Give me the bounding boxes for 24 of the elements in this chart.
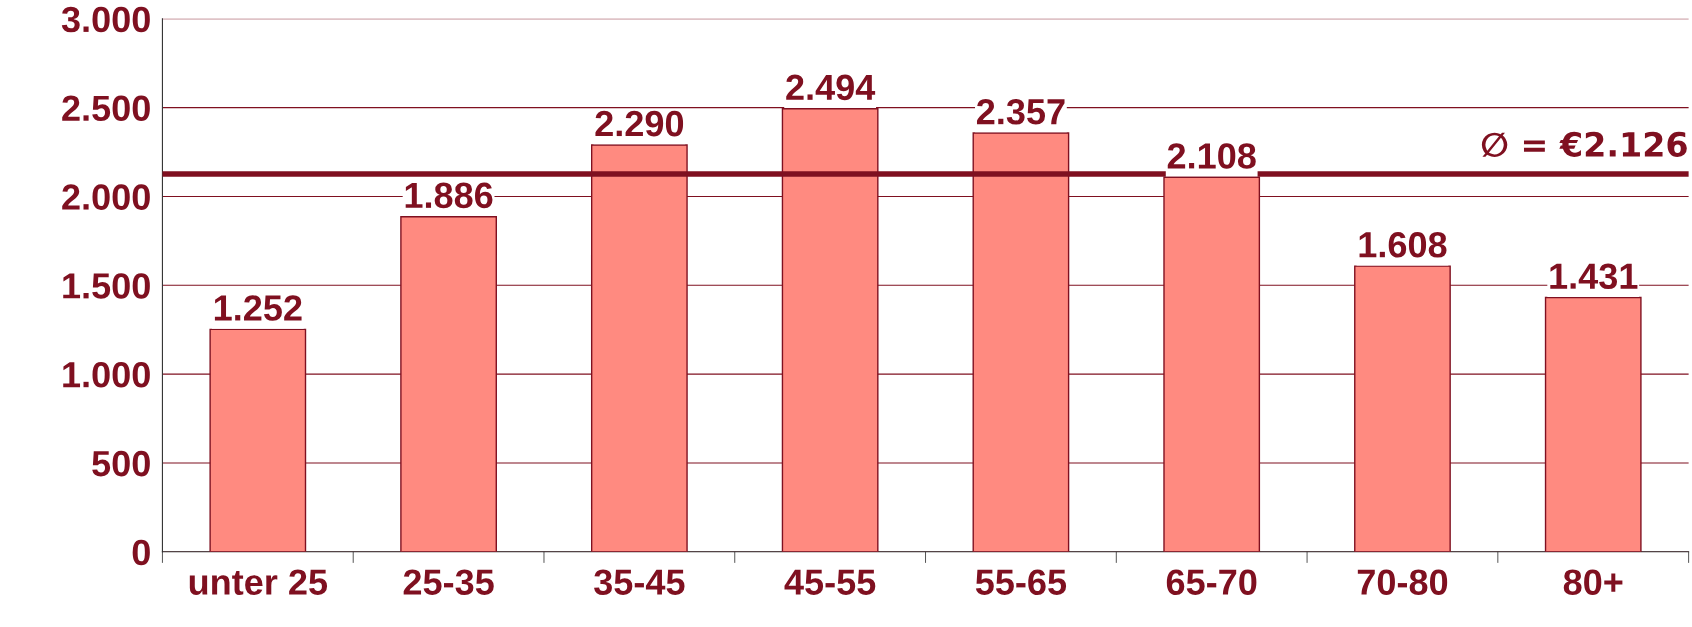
data-label: 2.290 bbox=[595, 110, 684, 137]
x-tick-label: unter 25 bbox=[189, 569, 328, 595]
data-label: 2.494 bbox=[786, 74, 876, 101]
y-tick-label: 2.500 bbox=[62, 95, 150, 122]
x-tick-label: 55-65 bbox=[975, 569, 1067, 595]
data-label: 1.886 bbox=[405, 182, 493, 209]
y-tick-label: 1.500 bbox=[63, 273, 150, 299]
data-label: 1.252 bbox=[214, 295, 302, 321]
y-tick-label: 3.000 bbox=[61, 6, 150, 33]
x-tick-label: 80+ bbox=[1563, 569, 1623, 595]
x-tick-label: 65-70 bbox=[1166, 569, 1257, 595]
data-label: 1.431 bbox=[1550, 263, 1638, 290]
data-label: 1.608 bbox=[1359, 232, 1447, 258]
x-tick-label: 70-80 bbox=[1357, 569, 1448, 595]
data-label: 2.357 bbox=[976, 98, 1065, 125]
x-tick-label: 35-45 bbox=[594, 569, 685, 595]
x-tick-label: 25-35 bbox=[403, 569, 494, 595]
y-tick-label: 0 bbox=[132, 539, 150, 566]
y-tick-label: 500 bbox=[92, 450, 150, 477]
ref-line-label: ∅ = €2.126 bbox=[1481, 131, 1687, 157]
data-label: 2.108 bbox=[1167, 143, 1256, 169]
y-tick-label: 2.000 bbox=[62, 184, 150, 210]
y-tick-label: 1.000 bbox=[63, 361, 150, 388]
x-tick-label: 45-55 bbox=[784, 569, 876, 595]
